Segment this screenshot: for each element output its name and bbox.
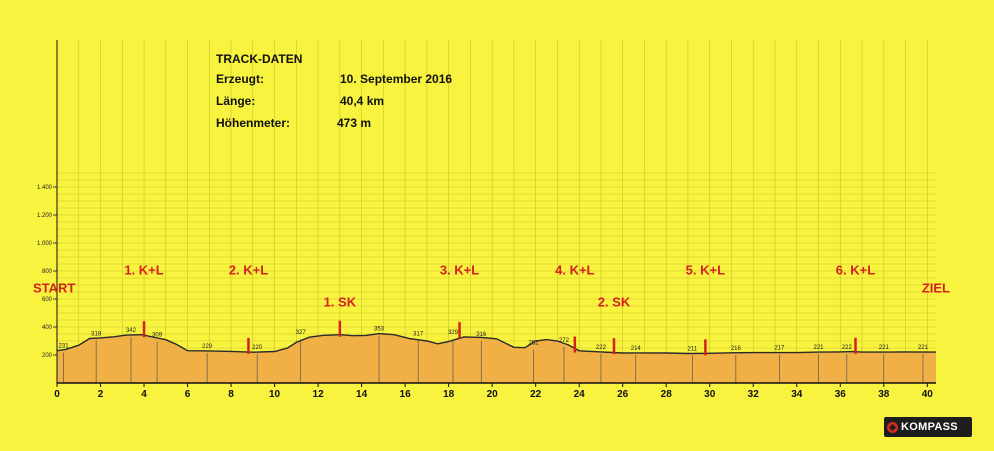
compass-icon xyxy=(887,421,898,433)
x-tick-label: 34 xyxy=(791,389,803,400)
annotation-label: 2. K+L xyxy=(229,263,268,278)
track-info-value-elevation: 473 m xyxy=(337,116,372,130)
markers xyxy=(142,320,857,356)
point-label: 222 xyxy=(596,345,607,351)
point-label: 231 xyxy=(59,344,70,350)
track-info-value-length: 40,4 km xyxy=(340,94,385,108)
x-tick-label: 12 xyxy=(313,389,325,400)
point-label: 318 xyxy=(91,331,102,337)
annotation-label: 3. K+L xyxy=(440,263,479,278)
y-tick-labels: 200 400 600 800 1.000 1.200 1.400 xyxy=(37,185,57,359)
y-tick-label: 200 xyxy=(42,353,53,359)
point-label: 353 xyxy=(374,327,385,333)
x-tick-label: 0 xyxy=(54,389,60,400)
x-tick-label: 18 xyxy=(443,389,455,400)
y-tick-label: 600 xyxy=(42,297,53,303)
y-tick-label: 1.200 xyxy=(37,213,53,219)
point-label: 211 xyxy=(688,346,698,352)
x-tick-labels: 0 2 4 6 8 10 12 14 16 18 20 22 24 26 28 30 32 34 36 38 40 xyxy=(54,383,933,400)
point-label: 221 xyxy=(814,345,825,351)
x-tick-label: 20 xyxy=(487,389,499,400)
x-tick-label: 32 xyxy=(748,389,760,400)
point-label: 317 xyxy=(413,332,424,338)
track-info-label-created: Erzeugt: xyxy=(216,72,264,86)
x-tick-label: 22 xyxy=(530,389,542,400)
grid xyxy=(56,40,936,384)
point-label: 229 xyxy=(202,344,213,350)
point-label: 221 xyxy=(918,345,929,351)
point-label: 309 xyxy=(152,333,163,339)
point-label: 217 xyxy=(774,346,785,352)
x-tick-label: 30 xyxy=(704,389,716,400)
x-tick-label: 40 xyxy=(922,389,934,400)
annotation-label: ZIEL xyxy=(922,281,950,296)
point-label: 272 xyxy=(559,338,570,344)
profile-verticals xyxy=(63,335,924,383)
annotation-label: START xyxy=(33,281,75,296)
point-label: 214 xyxy=(631,346,642,352)
point-label: 342 xyxy=(126,328,137,334)
annotation-label: 4. K+L xyxy=(555,263,594,278)
x-tick-label: 16 xyxy=(400,389,412,400)
kompass-logo: KOMPASS xyxy=(884,417,972,437)
x-tick-label: 6 xyxy=(185,389,191,400)
point-label: 222 xyxy=(842,345,853,351)
x-tick-label: 4 xyxy=(141,389,147,400)
axes xyxy=(56,40,936,384)
x-tick-label: 26 xyxy=(617,389,629,400)
y-tick-label: 400 xyxy=(42,325,53,331)
track-info-value-created: 10. September 2016 xyxy=(340,72,453,86)
point-label: 316 xyxy=(476,332,487,338)
point-label: 329 xyxy=(448,330,459,336)
y-tick-label: 800 xyxy=(42,269,53,275)
x-tick-label: 28 xyxy=(661,389,673,400)
point-label: 221 xyxy=(879,345,890,351)
annotation-label: 6. K+L xyxy=(836,263,875,278)
annotation-label: 5. K+L xyxy=(686,263,725,278)
annotations: START 1. K+L 2. K+L 1. SK 3. K+L 4. K+L 2. SK 5… xyxy=(33,263,950,310)
x-tick-label: 10 xyxy=(269,389,281,400)
logo-text: KOMPASS xyxy=(901,421,958,433)
point-label: 327 xyxy=(296,330,307,336)
elevation-line xyxy=(56,332,936,355)
point-label: 216 xyxy=(731,346,742,352)
annotation-label: 1. K+L xyxy=(124,263,163,278)
x-tick-label: 38 xyxy=(878,389,890,400)
y-tick-label: 1.400 xyxy=(37,185,53,191)
x-tick-label: 36 xyxy=(835,389,847,400)
point-label: 220 xyxy=(252,345,263,351)
track-info-label-elevation: Höhenmeter: xyxy=(216,116,291,130)
annotation-label: 2. SK xyxy=(598,295,631,310)
x-tick-label: 8 xyxy=(228,389,234,400)
annotation-label: 1. SK xyxy=(324,295,357,310)
x-tick-label: 24 xyxy=(574,389,586,400)
point-label: 252 xyxy=(528,341,539,347)
y-tick-label: 1.000 xyxy=(37,241,53,247)
point-labels: 231 318 342 309 229 220 327 353 317 329 316 252 272 2… xyxy=(59,327,929,353)
x-tick-label: 14 xyxy=(356,389,368,400)
track-info-title: TRACK-DATEN xyxy=(216,52,303,66)
x-tick-label: 2 xyxy=(98,389,104,400)
elevation-area xyxy=(57,333,936,383)
track-info-label-length: Länge: xyxy=(216,94,256,108)
